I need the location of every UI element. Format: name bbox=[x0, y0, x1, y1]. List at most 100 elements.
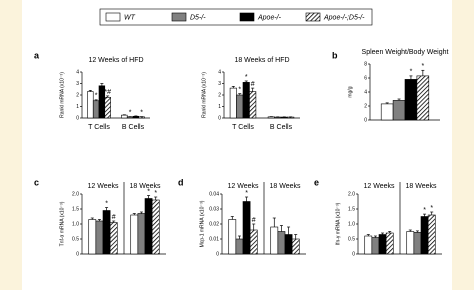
y-tick-label: 0 bbox=[364, 117, 367, 123]
category-label: 18 Weeks bbox=[270, 183, 301, 190]
panel-letter: b bbox=[332, 50, 338, 60]
bar bbox=[132, 115, 140, 119]
legend-label: D5-/- bbox=[190, 14, 206, 21]
significance-mark: * bbox=[423, 207, 426, 214]
significance-mark: * bbox=[154, 190, 157, 197]
panel-letter: d bbox=[178, 177, 184, 187]
category-label: 18 Weeks bbox=[406, 183, 437, 190]
y-tick-label: 0 bbox=[218, 115, 221, 121]
y-tick-label: 2 bbox=[364, 103, 367, 109]
chart-title: 18 Weeks of HFD bbox=[234, 57, 289, 64]
bar bbox=[121, 114, 128, 119]
bar bbox=[413, 232, 422, 255]
y-axis-label: mg/g bbox=[347, 86, 353, 97]
legend-swatch bbox=[239, 12, 255, 22]
bar bbox=[249, 229, 258, 255]
significance-mark: * bbox=[140, 109, 143, 116]
bar bbox=[88, 219, 97, 255]
y-axis-label: Rankl mRNA (x10⁻³) bbox=[59, 72, 65, 118]
bar bbox=[229, 87, 237, 119]
significance-mark: * bbox=[238, 86, 241, 93]
significance-mark: * bbox=[147, 188, 150, 195]
category-label: 12 Weeks bbox=[88, 183, 119, 190]
y-tick-label: 1.0 bbox=[72, 221, 79, 227]
bar bbox=[242, 82, 250, 119]
significance-mark: * bbox=[421, 63, 424, 70]
category-label: 12 Weeks bbox=[364, 183, 395, 190]
panel-letter: e bbox=[314, 177, 319, 187]
bar bbox=[287, 116, 295, 119]
y-tick-label: 3 bbox=[218, 81, 221, 87]
bar bbox=[420, 216, 429, 255]
bar bbox=[87, 91, 94, 119]
y-tick-label: 1.0 bbox=[348, 221, 355, 227]
bar bbox=[291, 238, 300, 255]
significance-mark: * bbox=[410, 69, 413, 76]
significance-mark: * bbox=[430, 205, 433, 212]
y-tick-label: 0.03 bbox=[209, 206, 219, 212]
y-tick-label: 1 bbox=[76, 104, 79, 110]
bar bbox=[137, 213, 146, 255]
y-tick-label: 0 bbox=[76, 115, 79, 121]
bar bbox=[385, 232, 394, 255]
bar bbox=[364, 235, 373, 255]
y-tick-label: 1.5 bbox=[72, 206, 79, 212]
category-label: T Cells bbox=[232, 124, 254, 131]
legend-label: WT bbox=[124, 14, 136, 21]
y-tick-label: 0.04 bbox=[209, 191, 219, 197]
chart-title: Spleen Weight/Body Weight bbox=[362, 49, 449, 56]
category-label: 18 Weeks bbox=[130, 183, 161, 190]
bar bbox=[378, 234, 387, 255]
bar bbox=[274, 116, 282, 119]
bar bbox=[92, 100, 100, 119]
legend-label: Apoe-/- bbox=[257, 14, 282, 21]
bar bbox=[138, 116, 145, 119]
y-tick-label: 4 bbox=[218, 69, 221, 75]
bar bbox=[102, 210, 111, 255]
y-tick-label: 2.0 bbox=[72, 191, 79, 197]
bar bbox=[104, 97, 111, 119]
bar bbox=[280, 116, 288, 119]
bar bbox=[228, 219, 237, 255]
y-tick-label: 0 bbox=[216, 251, 219, 257]
category-label: T Cells bbox=[88, 124, 110, 131]
significance-mark: * bbox=[129, 109, 132, 116]
bar bbox=[249, 91, 257, 119]
y-tick-label: 0.5 bbox=[72, 236, 79, 242]
y-tick-label: 8 bbox=[364, 61, 367, 67]
legend-label: Apoe-/-;D5-/- bbox=[323, 14, 365, 21]
y-tick-label: 6 bbox=[364, 75, 367, 81]
significance-mark: *# bbox=[104, 89, 111, 96]
bar bbox=[151, 199, 160, 255]
y-tick-label: 1 bbox=[218, 104, 221, 110]
y-tick-label: 0 bbox=[352, 251, 355, 257]
significance-mark: * bbox=[95, 93, 98, 100]
bar bbox=[427, 214, 436, 255]
legend-swatch bbox=[171, 12, 187, 22]
y-tick-label: 0 bbox=[76, 251, 79, 257]
bar bbox=[267, 116, 275, 119]
y-tick-label: 4 bbox=[76, 69, 79, 75]
y-tick-label: 4 bbox=[364, 89, 367, 95]
y-tick-label: 0.02 bbox=[209, 221, 219, 227]
bar bbox=[95, 220, 104, 255]
bar bbox=[404, 79, 418, 121]
y-tick-label: 2 bbox=[218, 92, 221, 98]
bar bbox=[235, 238, 244, 255]
bar bbox=[277, 231, 286, 255]
y-axis-label: Ifn-γ mRNA (x10⁻³) bbox=[335, 202, 341, 245]
bar bbox=[270, 226, 279, 255]
bar bbox=[144, 198, 153, 255]
chart-title: 12 Weeks of HFD bbox=[88, 57, 143, 64]
bar bbox=[380, 103, 394, 121]
significance-mark: # bbox=[112, 214, 116, 221]
y-tick-label: 0.5 bbox=[348, 236, 355, 242]
significance-mark: * bbox=[105, 200, 108, 207]
y-tick-label: 2 bbox=[76, 92, 79, 98]
bar bbox=[284, 234, 293, 255]
legend-box bbox=[99, 8, 373, 26]
significance-mark: * bbox=[245, 74, 248, 81]
bar bbox=[416, 75, 430, 121]
